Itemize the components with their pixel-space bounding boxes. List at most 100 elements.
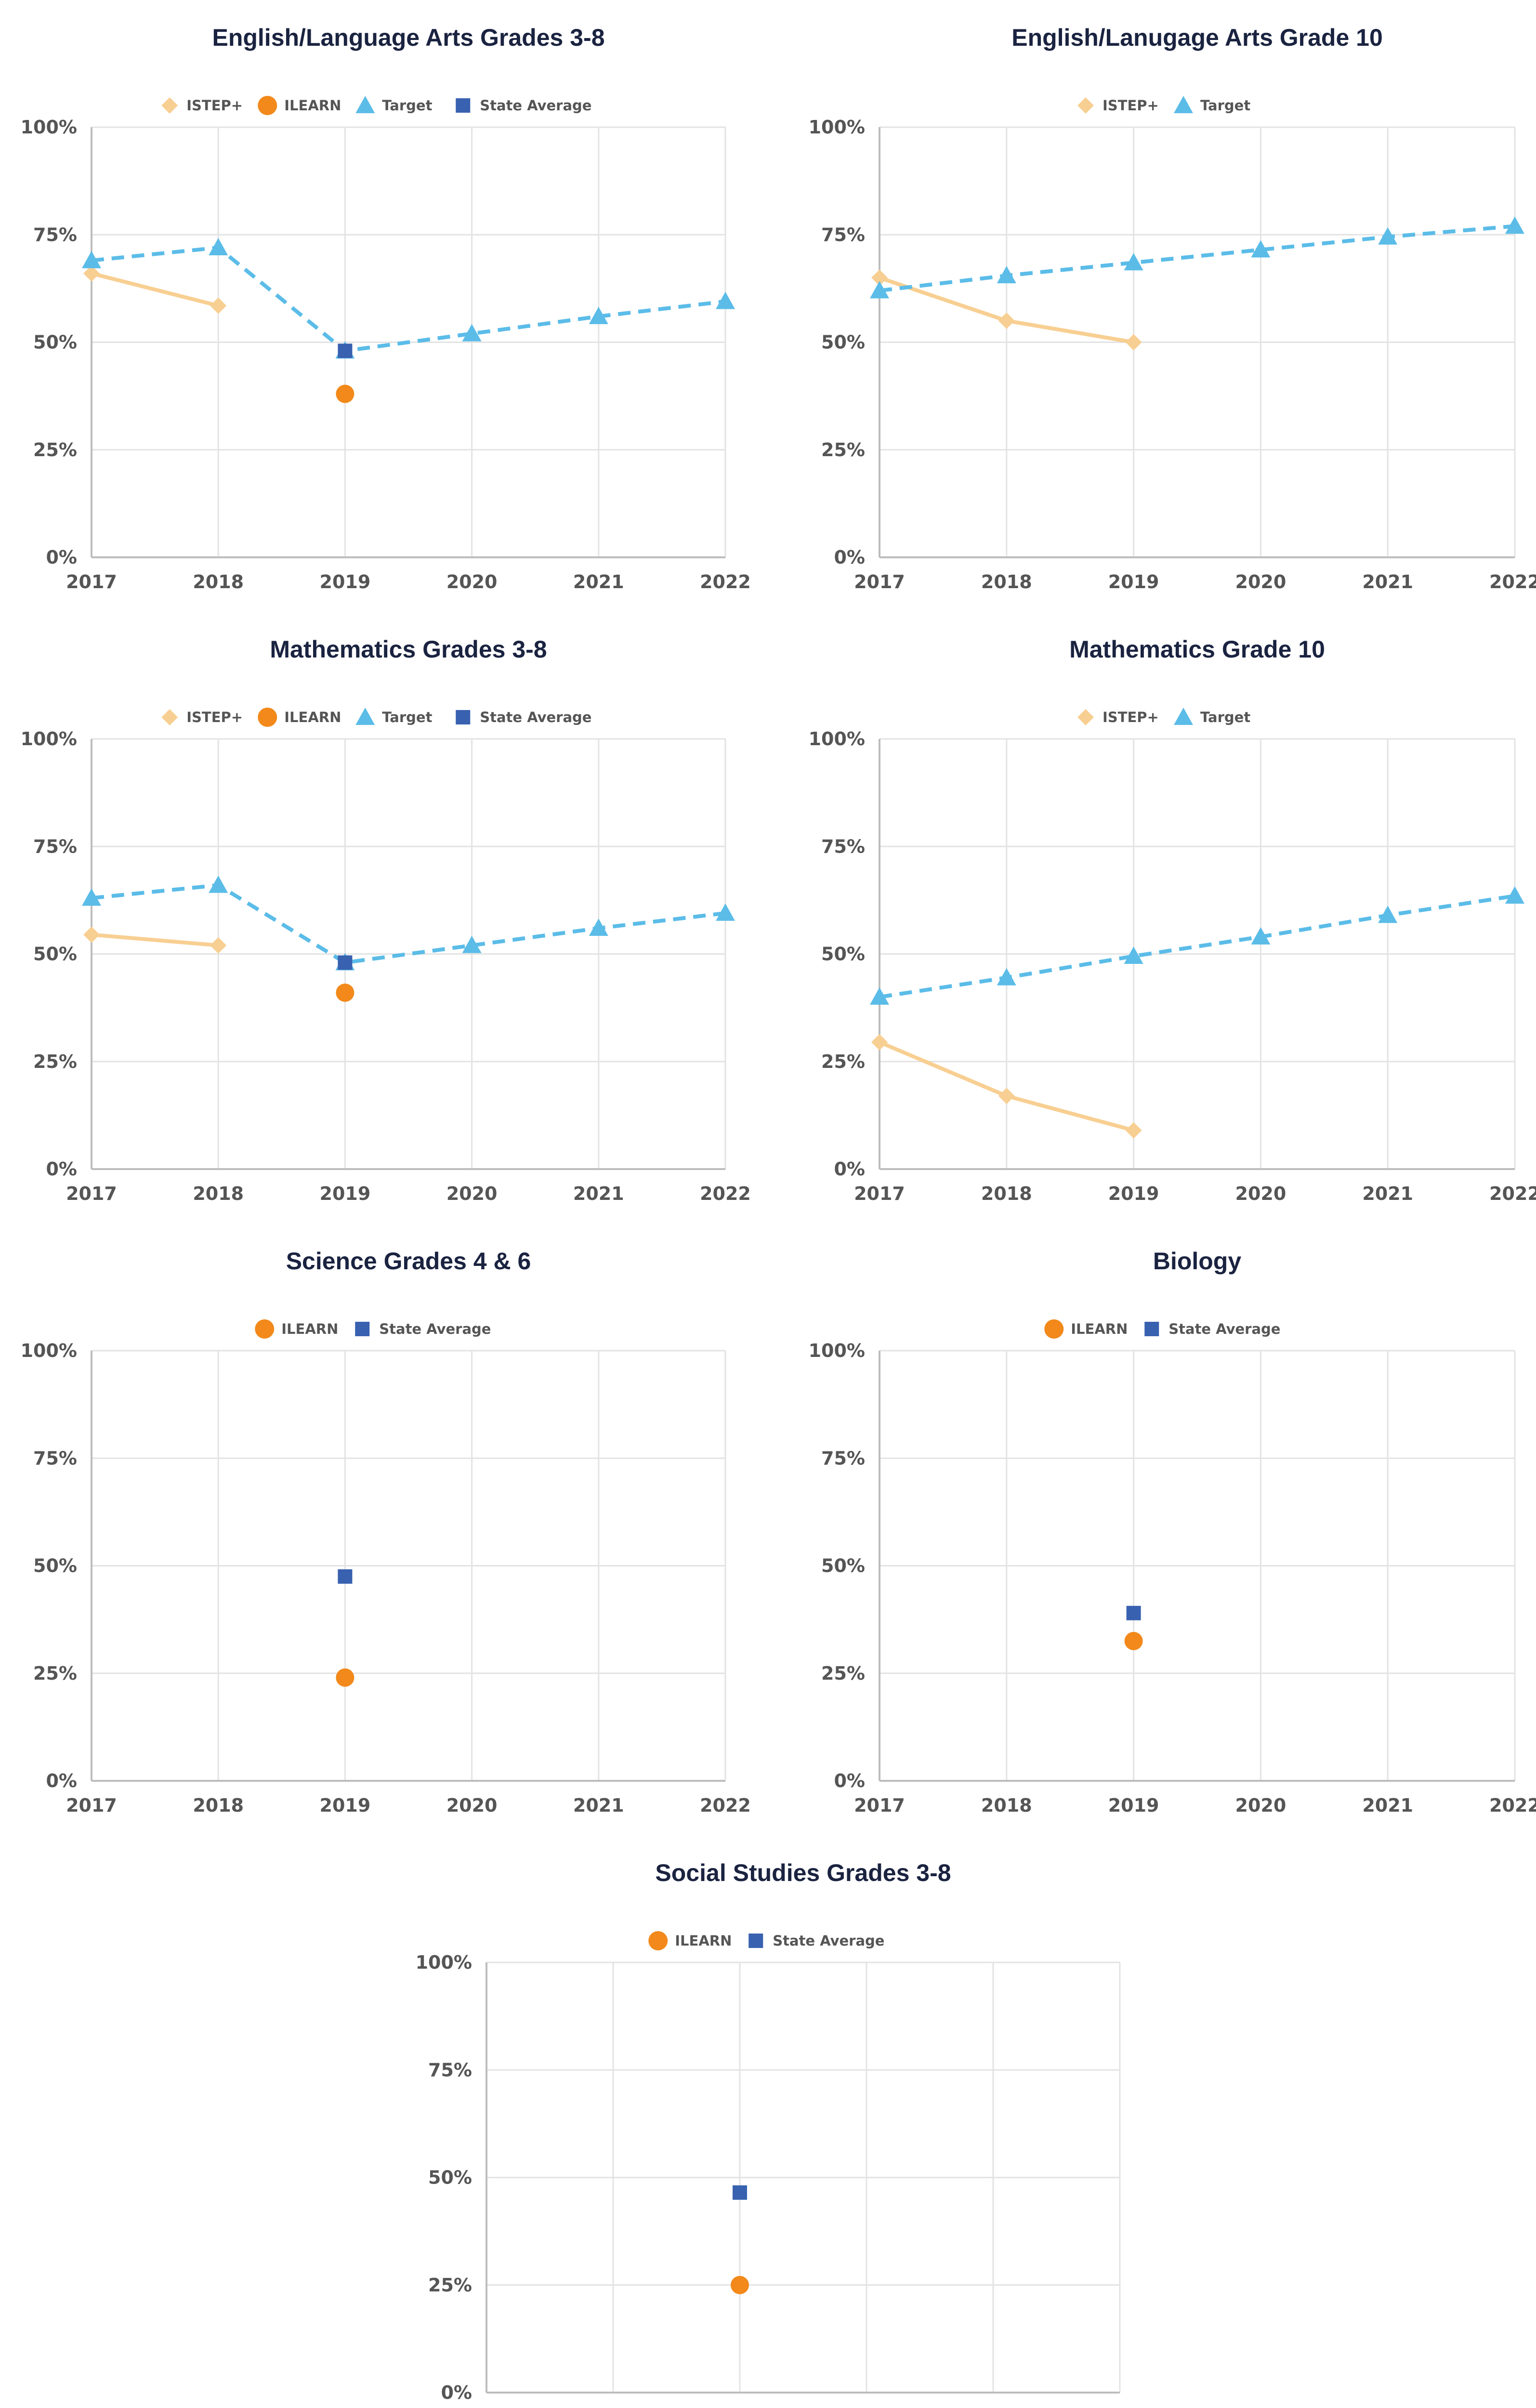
data-point-target xyxy=(209,875,228,893)
y-tick-label: 100% xyxy=(809,1340,865,1361)
y-tick-label: 0% xyxy=(46,547,77,568)
x-tick-label: 2018 xyxy=(981,1183,1032,1204)
y-tick-label: 75% xyxy=(428,2059,472,2080)
legend-square-icon xyxy=(355,1322,370,1336)
data-point-ilearn xyxy=(336,384,354,403)
data-point-istep- xyxy=(210,937,227,954)
data-point-istep- xyxy=(1125,334,1142,351)
data-point-target xyxy=(1124,946,1143,964)
series-line-target xyxy=(91,246,726,353)
y-tick-label: 75% xyxy=(33,224,77,245)
legend-item[interactable]: ISTEP+ xyxy=(1077,709,1159,725)
x-tick-label: 2020 xyxy=(446,1795,498,1816)
data-point-ilearn xyxy=(336,983,354,1002)
legend-label: ISTEP+ xyxy=(1103,97,1159,114)
chart-1: English/Language Arts Grades 3-8 0% 25% 50%… xyxy=(21,24,751,592)
legend-square-icon xyxy=(1144,1322,1159,1336)
legend-item[interactable]: ISTEP+ xyxy=(161,709,243,725)
data-point-state-average xyxy=(338,1569,353,1584)
x-tick-label: 2021 xyxy=(573,1183,624,1204)
x-tick-label: 2022 xyxy=(1489,1183,1536,1204)
legend-item[interactable]: State Average xyxy=(748,1933,884,1949)
data-point-state-average xyxy=(1126,1605,1141,1620)
x-tick-label: 2018 xyxy=(193,571,244,592)
legend-label: Target xyxy=(1200,97,1250,114)
legend-item[interactable]: Target xyxy=(355,708,433,725)
legend-item[interactable]: State Average xyxy=(1144,1321,1280,1337)
x-tick-label: 2022 xyxy=(700,1795,751,1816)
y-tick-label: 50% xyxy=(33,332,77,353)
data-point-ilearn xyxy=(731,2276,749,2294)
legend-label: ILEARN xyxy=(284,709,341,725)
x-tick-label: 2020 xyxy=(446,1183,498,1204)
data-point-istep- xyxy=(998,1088,1015,1105)
data-point-state-average xyxy=(338,343,353,358)
x-tick-label: 2022 xyxy=(700,1183,751,1204)
legend-label: Target xyxy=(382,97,432,114)
y-tick-label: 75% xyxy=(821,836,865,857)
chart-title: Social Studies Grades 3-8 xyxy=(655,1859,951,1886)
legend: ISTEP+ ILEARN Target State Average xyxy=(161,708,591,727)
legend-item[interactable]: ISTEP+ xyxy=(1077,97,1159,114)
x-tick-label: 2019 xyxy=(1108,1183,1159,1204)
y-tick-label: 25% xyxy=(33,1663,77,1684)
y-tick-label: 100% xyxy=(416,1952,472,1973)
legend-label: ISTEP+ xyxy=(1103,709,1159,725)
chart-title: English/Language Arts Grades 3-8 xyxy=(212,24,604,51)
x-tick-label: 2020 xyxy=(1235,1795,1287,1816)
data-point-target xyxy=(589,306,608,324)
legend-item[interactable]: State Average xyxy=(456,97,591,114)
x-tick-label: 2020 xyxy=(1235,1183,1287,1204)
legend-item[interactable]: ILEARN xyxy=(258,96,341,115)
y-tick-label: 0% xyxy=(834,547,865,568)
data-point-target xyxy=(1505,886,1524,904)
legend-item[interactable]: Target xyxy=(1174,96,1250,114)
x-tick-label: 2017 xyxy=(854,1795,905,1816)
y-tick-label: 75% xyxy=(821,224,865,245)
x-tick-label: 2022 xyxy=(1489,571,1536,592)
data-point-target xyxy=(209,238,228,256)
legend-item[interactable]: ISTEP+ xyxy=(161,97,243,114)
y-tick-label: 100% xyxy=(809,728,865,750)
legend-circle-icon xyxy=(255,1319,275,1339)
data-point-target xyxy=(82,250,101,268)
data-point-target xyxy=(589,918,608,936)
legend-item[interactable]: ILEARN xyxy=(255,1319,338,1339)
y-tick-label: 25% xyxy=(821,1051,865,1072)
x-tick-label: 2021 xyxy=(1362,1795,1413,1816)
legend-label: Target xyxy=(1200,709,1250,725)
y-tick-label: 100% xyxy=(809,117,865,138)
legend: ILEARN State Average xyxy=(1044,1319,1280,1339)
legend-item[interactable]: Target xyxy=(1174,708,1250,725)
legend-item[interactable]: State Average xyxy=(456,709,591,725)
x-tick-label: 2021 xyxy=(573,571,624,592)
y-tick-label: 25% xyxy=(33,1051,77,1072)
legend-square-icon xyxy=(456,710,471,724)
series-line-target xyxy=(879,894,1515,999)
data-point-istep- xyxy=(871,1034,888,1051)
x-tick-label: 2019 xyxy=(320,1795,371,1816)
legend-item[interactable]: Target xyxy=(355,96,433,114)
y-tick-label: 100% xyxy=(21,728,77,750)
data-point-ilearn xyxy=(1124,1632,1143,1650)
legend-triangle-icon xyxy=(1174,96,1193,113)
legend-label: State Average xyxy=(1168,1321,1280,1337)
legend-label: State Average xyxy=(379,1321,491,1337)
legend-item[interactable]: ILEARN xyxy=(258,708,341,727)
x-tick-label: 2019 xyxy=(1108,1795,1159,1816)
y-tick-label: 0% xyxy=(441,2382,472,2403)
legend-square-icon xyxy=(748,1934,763,1948)
legend-item[interactable]: State Average xyxy=(355,1321,491,1337)
legend: ISTEP+ Target xyxy=(1077,96,1250,114)
y-tick-label: 75% xyxy=(821,1447,865,1469)
legend: ILEARN State Average xyxy=(255,1319,491,1339)
chart-title: English/Lanugage Arts Grade 10 xyxy=(1011,24,1383,51)
legend-item[interactable]: ILEARN xyxy=(1044,1319,1128,1339)
legend-item[interactable]: ILEARN xyxy=(648,1931,732,1950)
legend-label: State Average xyxy=(773,1933,884,1949)
chart-5: Science Grades 4 & 6 0% 25% 50% 75% 100% 2017 2… xyxy=(21,1248,751,1816)
y-tick-label: 0% xyxy=(46,1158,77,1180)
legend-label: ILEARN xyxy=(281,1321,338,1337)
data-point-istep- xyxy=(83,926,100,943)
legend-label: State Average xyxy=(480,709,591,725)
